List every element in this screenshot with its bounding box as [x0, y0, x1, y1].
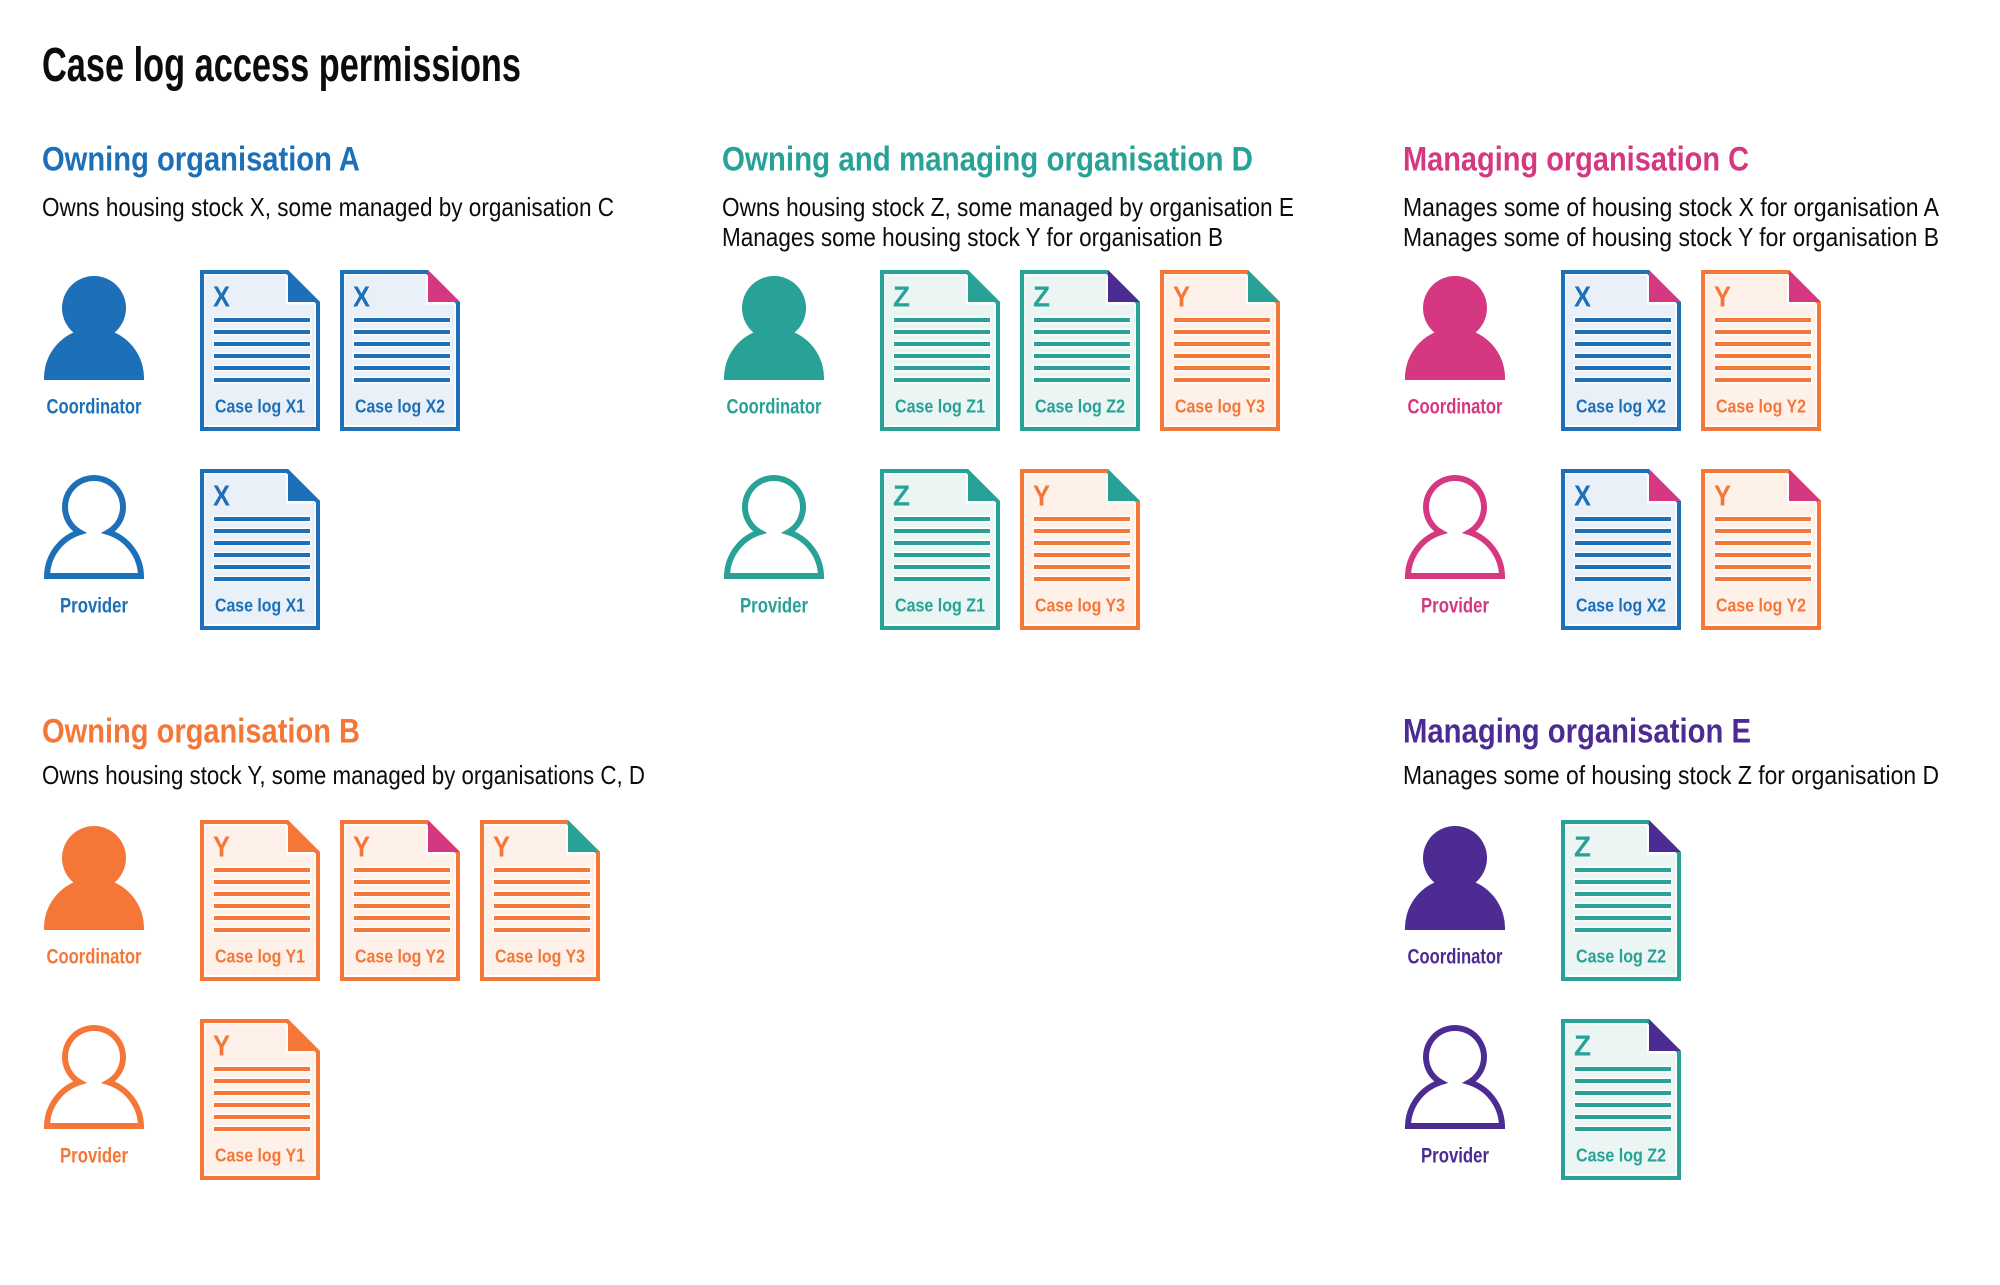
- svg-text:Case log Z2: Case log Z2: [1035, 395, 1125, 416]
- svg-text:Coordinator: Coordinator: [727, 395, 822, 418]
- svg-text:Owning organisation B: Owning organisation B: [42, 713, 360, 751]
- svg-text:Case log X2: Case log X2: [1576, 594, 1666, 615]
- svg-text:Case log Y3: Case log Y3: [1035, 594, 1125, 615]
- svg-text:Managing organisation C: Managing organisation C: [1403, 141, 1749, 179]
- svg-text:Manages some housing stock Y f: Manages some housing stock Y for organis…: [722, 222, 1223, 252]
- svg-text:Case log Y3: Case log Y3: [1175, 395, 1265, 416]
- svg-text:Case log Z1: Case log Z1: [895, 594, 985, 615]
- svg-text:Z: Z: [1033, 281, 1050, 313]
- svg-text:Z: Z: [1574, 831, 1591, 863]
- svg-text:Owns housing stock Z, some man: Owns housing stock Z, some managed by or…: [722, 192, 1294, 222]
- svg-text:Manages some of housing stock: Manages some of housing stock X for orga…: [1403, 192, 1940, 222]
- svg-text:Provider: Provider: [60, 1144, 128, 1167]
- svg-text:Provider: Provider: [1421, 1144, 1489, 1167]
- svg-text:Owns housing stock Y, some man: Owns housing stock Y, some managed by or…: [42, 760, 645, 790]
- svg-text:X: X: [213, 480, 231, 512]
- svg-text:Case log access permissions: Case log access permissions: [42, 39, 521, 92]
- svg-text:X: X: [213, 281, 231, 313]
- svg-text:Z: Z: [1574, 1030, 1591, 1062]
- svg-text:Provider: Provider: [740, 594, 808, 617]
- svg-text:Owning and managing organisati: Owning and managing organisation D: [722, 141, 1253, 179]
- svg-text:Manages some of housing stock: Manages some of housing stock Z for orga…: [1403, 760, 1939, 790]
- svg-text:Y: Y: [1714, 480, 1731, 512]
- svg-text:Y: Y: [213, 831, 230, 863]
- svg-text:Y: Y: [1173, 281, 1190, 313]
- svg-text:Case log Y2: Case log Y2: [355, 945, 445, 966]
- svg-text:Case log Z2: Case log Z2: [1576, 1144, 1666, 1165]
- svg-text:Y: Y: [353, 831, 370, 863]
- svg-text:Coordinator: Coordinator: [1408, 945, 1503, 968]
- svg-text:Case log Y3: Case log Y3: [495, 945, 585, 966]
- svg-text:Case log Z1: Case log Z1: [895, 395, 985, 416]
- svg-text:Y: Y: [213, 1030, 230, 1062]
- svg-text:Coordinator: Coordinator: [47, 395, 142, 418]
- svg-text:Coordinator: Coordinator: [47, 945, 142, 968]
- svg-text:Owning organisation A: Owning organisation A: [42, 141, 360, 179]
- svg-text:Case log X1: Case log X1: [215, 594, 305, 615]
- svg-text:Case log Y2: Case log Y2: [1716, 594, 1806, 615]
- svg-text:Provider: Provider: [1421, 594, 1489, 617]
- svg-text:Case log Y1: Case log Y1: [215, 1144, 305, 1165]
- svg-text:Case log X2: Case log X2: [355, 395, 445, 416]
- svg-text:X: X: [353, 281, 371, 313]
- svg-text:Case log Y1: Case log Y1: [215, 945, 305, 966]
- svg-text:Case log Z2: Case log Z2: [1576, 945, 1666, 966]
- svg-text:Case log X2: Case log X2: [1576, 395, 1666, 416]
- svg-text:Provider: Provider: [60, 594, 128, 617]
- svg-text:Y: Y: [1033, 480, 1050, 512]
- svg-text:Coordinator: Coordinator: [1408, 395, 1503, 418]
- svg-text:Case log Y2: Case log Y2: [1716, 395, 1806, 416]
- svg-text:Case log X1: Case log X1: [215, 395, 305, 416]
- svg-text:Managing organisation E: Managing organisation E: [1403, 713, 1751, 751]
- svg-text:Manages some of housing stock: Manages some of housing stock Y for orga…: [1403, 222, 1939, 252]
- svg-text:Z: Z: [893, 480, 910, 512]
- svg-text:Y: Y: [493, 831, 510, 863]
- svg-text:X: X: [1574, 281, 1592, 313]
- svg-text:Z: Z: [893, 281, 910, 313]
- svg-text:Y: Y: [1714, 281, 1731, 313]
- svg-text:Owns housing stock X, some man: Owns housing stock X, some managed by or…: [42, 192, 614, 222]
- svg-text:X: X: [1574, 480, 1592, 512]
